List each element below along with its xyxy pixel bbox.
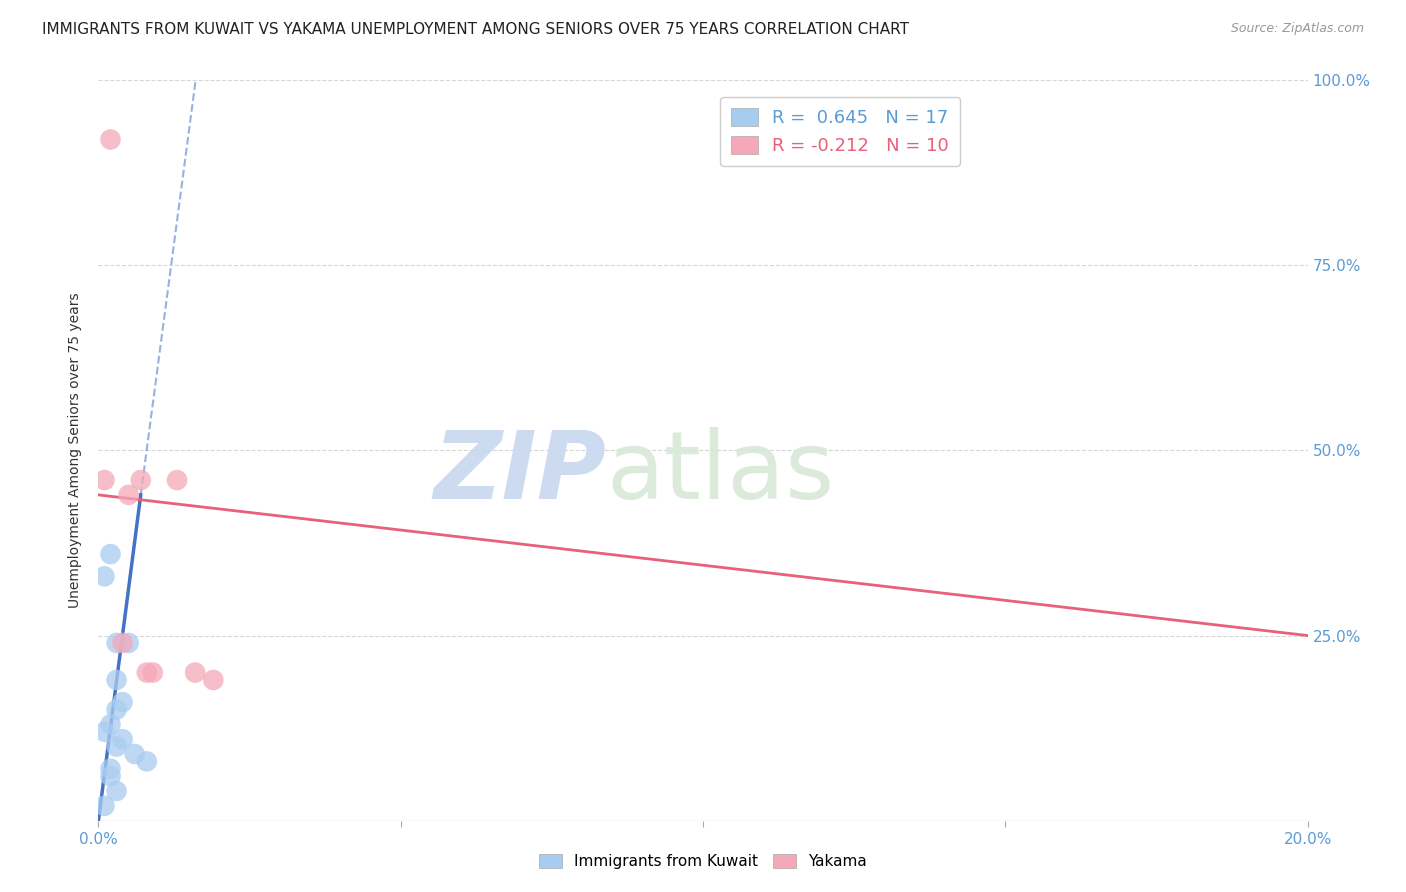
Point [118, 636, 141, 650]
Point [93, 798, 115, 813]
Point [93, 473, 115, 487]
Point [105, 636, 128, 650]
Legend: Immigrants from Kuwait, Yakama: Immigrants from Kuwait, Yakama [533, 848, 873, 875]
Y-axis label: Unemployment Among Seniors over 75 years: Unemployment Among Seniors over 75 years [69, 293, 83, 608]
Point [100, 762, 122, 776]
Point [166, 473, 188, 487]
Point [105, 703, 128, 717]
Point [93, 724, 115, 739]
Point [105, 784, 128, 798]
Point [118, 488, 141, 502]
Point [124, 747, 146, 761]
Text: Source: ZipAtlas.com: Source: ZipAtlas.com [1230, 22, 1364, 36]
Point [93, 569, 115, 583]
Point [100, 547, 122, 561]
Text: IMMIGRANTS FROM KUWAIT VS YAKAMA UNEMPLOYMENT AMONG SENIORS OVER 75 YEARS CORREL: IMMIGRANTS FROM KUWAIT VS YAKAMA UNEMPLO… [42, 22, 910, 37]
Point [129, 473, 152, 487]
Point [100, 769, 122, 783]
Point [184, 665, 207, 680]
Point [142, 665, 165, 680]
Text: atlas: atlas [606, 426, 835, 518]
Point [111, 732, 134, 747]
Point [100, 717, 122, 731]
Point [105, 673, 128, 687]
Point [100, 132, 122, 146]
Point [111, 695, 134, 709]
Text: ZIP: ZIP [433, 426, 606, 518]
Legend: R =  0.645   N = 17, R = -0.212   N = 10: R = 0.645 N = 17, R = -0.212 N = 10 [720, 96, 960, 166]
Point [135, 665, 157, 680]
Point [105, 739, 128, 754]
Point [111, 636, 134, 650]
Point [202, 673, 225, 687]
Point [135, 755, 157, 769]
